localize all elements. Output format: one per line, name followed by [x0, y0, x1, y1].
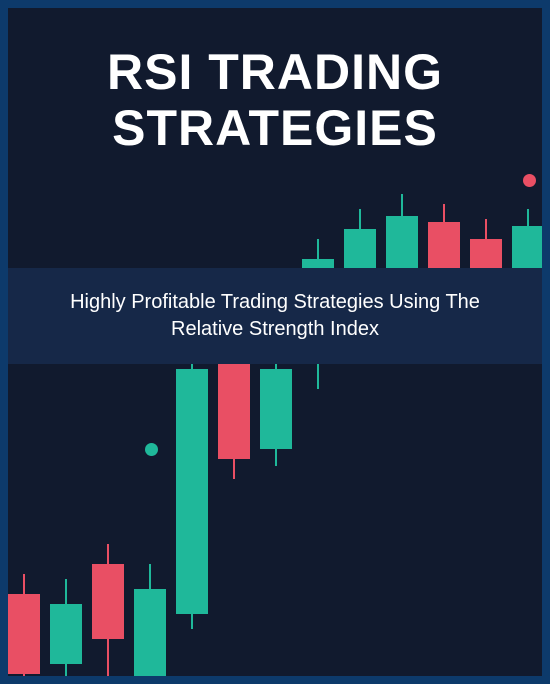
candle-body: [8, 594, 40, 674]
entry-marker: [145, 443, 158, 456]
candle-body: [92, 564, 124, 639]
candlestick-chart: [0, 164, 550, 684]
subtitle-band: Highly Profitable Trading Strategies Usi…: [0, 268, 550, 364]
candle-body: [218, 364, 250, 459]
candle-body: [260, 369, 292, 449]
subtitle: Highly Profitable Trading Strategies Usi…: [50, 289, 500, 343]
title: RSI TRADING STRATEGIES: [0, 44, 550, 156]
candle-body: [50, 604, 82, 664]
candle-body: [134, 589, 166, 684]
exit-marker: [523, 174, 536, 187]
candle-body: [176, 369, 208, 614]
book-cover: RSI TRADING STRATEGIES Highly Profitable…: [0, 0, 550, 684]
